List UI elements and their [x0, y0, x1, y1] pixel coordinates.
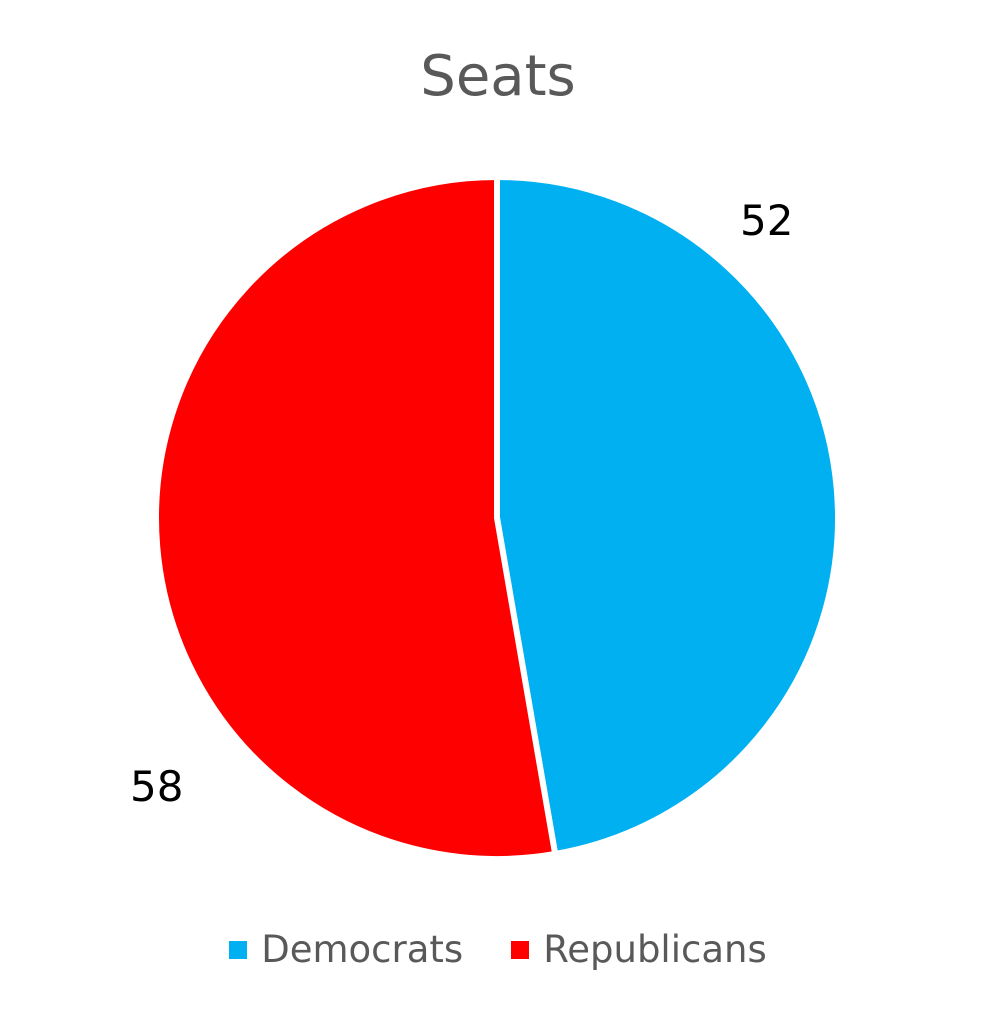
legend-label: Democrats — [261, 928, 464, 971]
legend-swatch-democrats — [229, 940, 248, 959]
legend-label: Republicans — [543, 928, 767, 971]
data-label-republicans: 58 — [130, 762, 184, 811]
slice-democrats[interactable] — [494, 174, 841, 858]
legend-swatch-republicans — [511, 940, 530, 959]
legend-item-republicans[interactable]: Republicans — [511, 928, 767, 971]
slice-republicans[interactable] — [153, 174, 559, 862]
legend: Democrats Republicans — [0, 928, 996, 971]
data-label-democrats: 52 — [740, 196, 794, 245]
legend-item-democrats[interactable]: Democrats — [229, 928, 463, 971]
chart-title: Seats — [420, 44, 576, 109]
